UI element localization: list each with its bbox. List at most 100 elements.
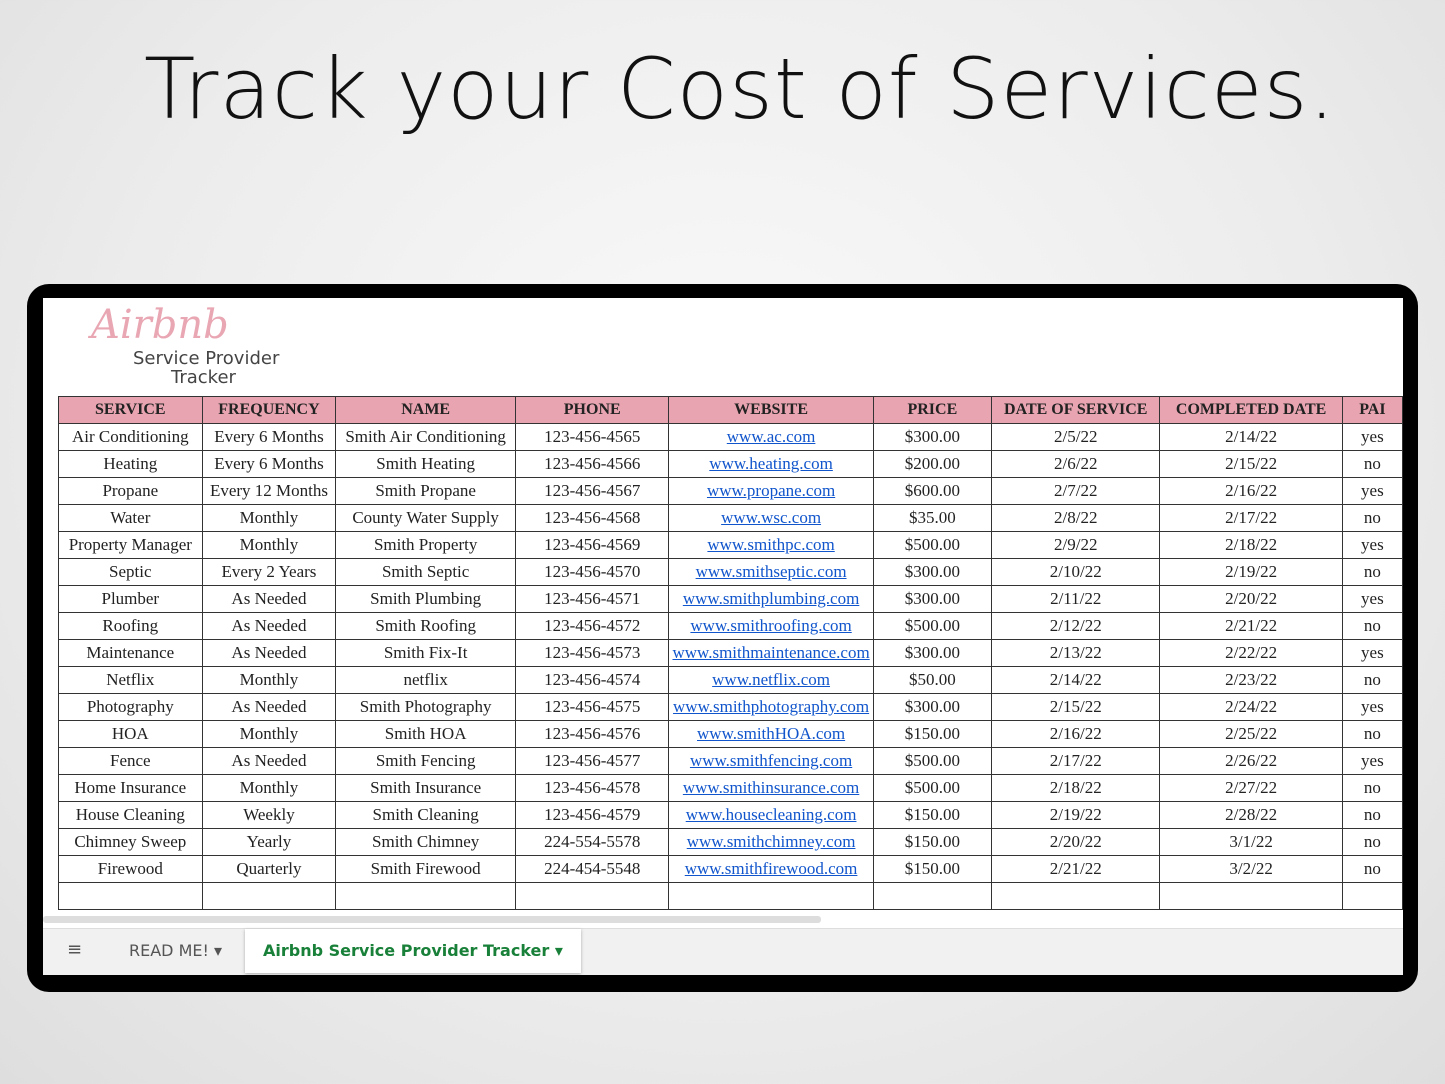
cell: $500.00 xyxy=(872,774,993,802)
all-sheets-button[interactable]: ≡ xyxy=(67,939,83,960)
cell: 2/10/22 xyxy=(991,558,1161,586)
cell: Chimney Sweep xyxy=(58,828,203,856)
empty-cell xyxy=(58,882,203,910)
cell: 2/21/22 xyxy=(991,855,1161,883)
cell: 2/16/22 xyxy=(991,720,1161,748)
cell: no xyxy=(1341,612,1403,640)
cell: Monthly xyxy=(201,504,337,532)
cell: 123-456-4567 xyxy=(514,477,670,505)
cell: 123-456-4570 xyxy=(514,558,670,586)
table-row: Air Conditioning Every 6 Months Smith Air … xyxy=(58,423,1403,451)
sheet-tab-active[interactable]: Airbnb Service Provider Tracker ▾ xyxy=(245,929,581,973)
cell: 2/18/22 xyxy=(1159,531,1343,559)
website-cell: www.smithroofing.com xyxy=(668,612,874,640)
cell: 2/26/22 xyxy=(1159,747,1343,775)
empty-cell xyxy=(514,882,670,910)
table-row: Chimney Sweep Yearly Smith Chimney 224-554-… xyxy=(58,828,1403,856)
tab-label[interactable]: Airbnb Service Provider Tracker xyxy=(263,941,550,960)
cell: 2/12/22 xyxy=(991,612,1161,640)
cell: House Cleaning xyxy=(58,801,203,829)
cell: Propane xyxy=(58,477,203,505)
cell: 2/7/22 xyxy=(991,477,1161,505)
cell: Smith Fencing xyxy=(335,747,516,775)
cell: 123-456-4576 xyxy=(514,720,670,748)
cell: 2/14/22 xyxy=(991,666,1161,694)
sheet-tab[interactable]: READ ME! ▾ xyxy=(129,941,223,960)
empty-cell xyxy=(991,882,1161,910)
website-cell: www.smithchimney.com xyxy=(668,828,874,856)
table-row: Heating Every 6 Months Smith Heating 123-45… xyxy=(58,450,1403,478)
website-cell: www.smithinsurance.com xyxy=(668,774,874,802)
cell: yes xyxy=(1341,639,1403,667)
cell: Water xyxy=(58,504,203,532)
cell: 2/17/22 xyxy=(991,747,1161,775)
cell: no xyxy=(1341,855,1403,883)
cell: Smith Cleaning xyxy=(335,801,516,829)
cell: 2/8/22 xyxy=(991,504,1161,532)
logo-brand: Airbnb xyxy=(91,302,229,348)
cell: yes xyxy=(1341,747,1403,775)
cell: HOA xyxy=(58,720,203,748)
table-row: Propane Every 12 Months Smith Propane 123-4… xyxy=(58,477,1403,505)
cell: 224-554-5578 xyxy=(514,828,670,856)
cell: Smith Septic xyxy=(335,558,516,586)
cell: 123-456-4574 xyxy=(514,666,670,694)
table-row: Plumber As Needed Smith Plumbing 123-456-45… xyxy=(58,585,1403,613)
cell: Smith Roofing xyxy=(335,612,516,640)
tablet-frame: Airbnb Service Provider Tracker SERVICE F… xyxy=(27,284,1418,992)
column-header: WEBSITE xyxy=(668,396,874,424)
cell: Smith Chimney xyxy=(335,828,516,856)
logo-line: Tracker xyxy=(171,367,236,388)
logo-line: Service Provider xyxy=(133,348,280,369)
cell: As Needed xyxy=(201,585,337,613)
website-cell: www.smithplumbing.com xyxy=(668,585,874,613)
column-header: FREQUENCY xyxy=(201,396,337,424)
empty-cell xyxy=(668,882,874,910)
table-row: Water Monthly County Water Supply 123-456-4… xyxy=(58,504,1403,532)
column-header: COMPLETED DATE xyxy=(1159,396,1343,424)
column-header: NAME xyxy=(335,396,516,424)
cell: Heating xyxy=(58,450,203,478)
empty-cell xyxy=(1159,882,1343,910)
cell: County Water Supply xyxy=(335,504,516,532)
cell: 2/21/22 xyxy=(1159,612,1343,640)
cell: $500.00 xyxy=(872,612,993,640)
cell: Property Manager xyxy=(58,531,203,559)
cell: 2/18/22 xyxy=(991,774,1161,802)
cell: $200.00 xyxy=(872,450,993,478)
column-header: PAI xyxy=(1341,396,1403,424)
table-row: Photography As Needed Smith Photography 123… xyxy=(58,693,1403,721)
cell: 123-456-4565 xyxy=(514,423,670,451)
cell: 2/25/22 xyxy=(1159,720,1343,748)
cell: 2/19/22 xyxy=(1159,558,1343,586)
cell: no xyxy=(1341,801,1403,829)
cell: no xyxy=(1341,450,1403,478)
website-cell: www.smithseptic.com xyxy=(668,558,874,586)
cell: yes xyxy=(1341,531,1403,559)
cell: 2/6/22 xyxy=(991,450,1161,478)
cell: Every 6 Months xyxy=(201,450,337,478)
website-cell: www.smithmaintenance.com xyxy=(668,639,874,667)
cell: Every 12 Months xyxy=(201,477,337,505)
cell: yes xyxy=(1341,423,1403,451)
tab-label[interactable]: READ ME! xyxy=(129,941,209,960)
cell: 123-456-4572 xyxy=(514,612,670,640)
cell: 2/11/22 xyxy=(991,585,1161,613)
empty-cell xyxy=(335,882,516,910)
table-row: HOA Monthly Smith HOA 123-456-4576 www.smith… xyxy=(58,720,1403,748)
empty-row xyxy=(58,882,1403,910)
website-cell: www.housecleaning.com xyxy=(668,801,874,829)
cell: 2/20/22 xyxy=(1159,585,1343,613)
table-row: Fence As Needed Smith Fencing 123-456-4577 w… xyxy=(58,747,1403,775)
scrollbar[interactable] xyxy=(43,916,821,923)
header-row: SERVICE FREQUENCY NAME PHONE WEBSITE PRICE DAT… xyxy=(58,396,1403,424)
cell: Plumber xyxy=(58,585,203,613)
cell: 2/23/22 xyxy=(1159,666,1343,694)
cell: 3/1/22 xyxy=(1159,828,1343,856)
cell: 2/24/22 xyxy=(1159,693,1343,721)
cell: Roofing xyxy=(58,612,203,640)
cell: 224-454-5548 xyxy=(514,855,670,883)
cell: Every 6 Months xyxy=(201,423,337,451)
column-header: PHONE xyxy=(514,396,670,424)
